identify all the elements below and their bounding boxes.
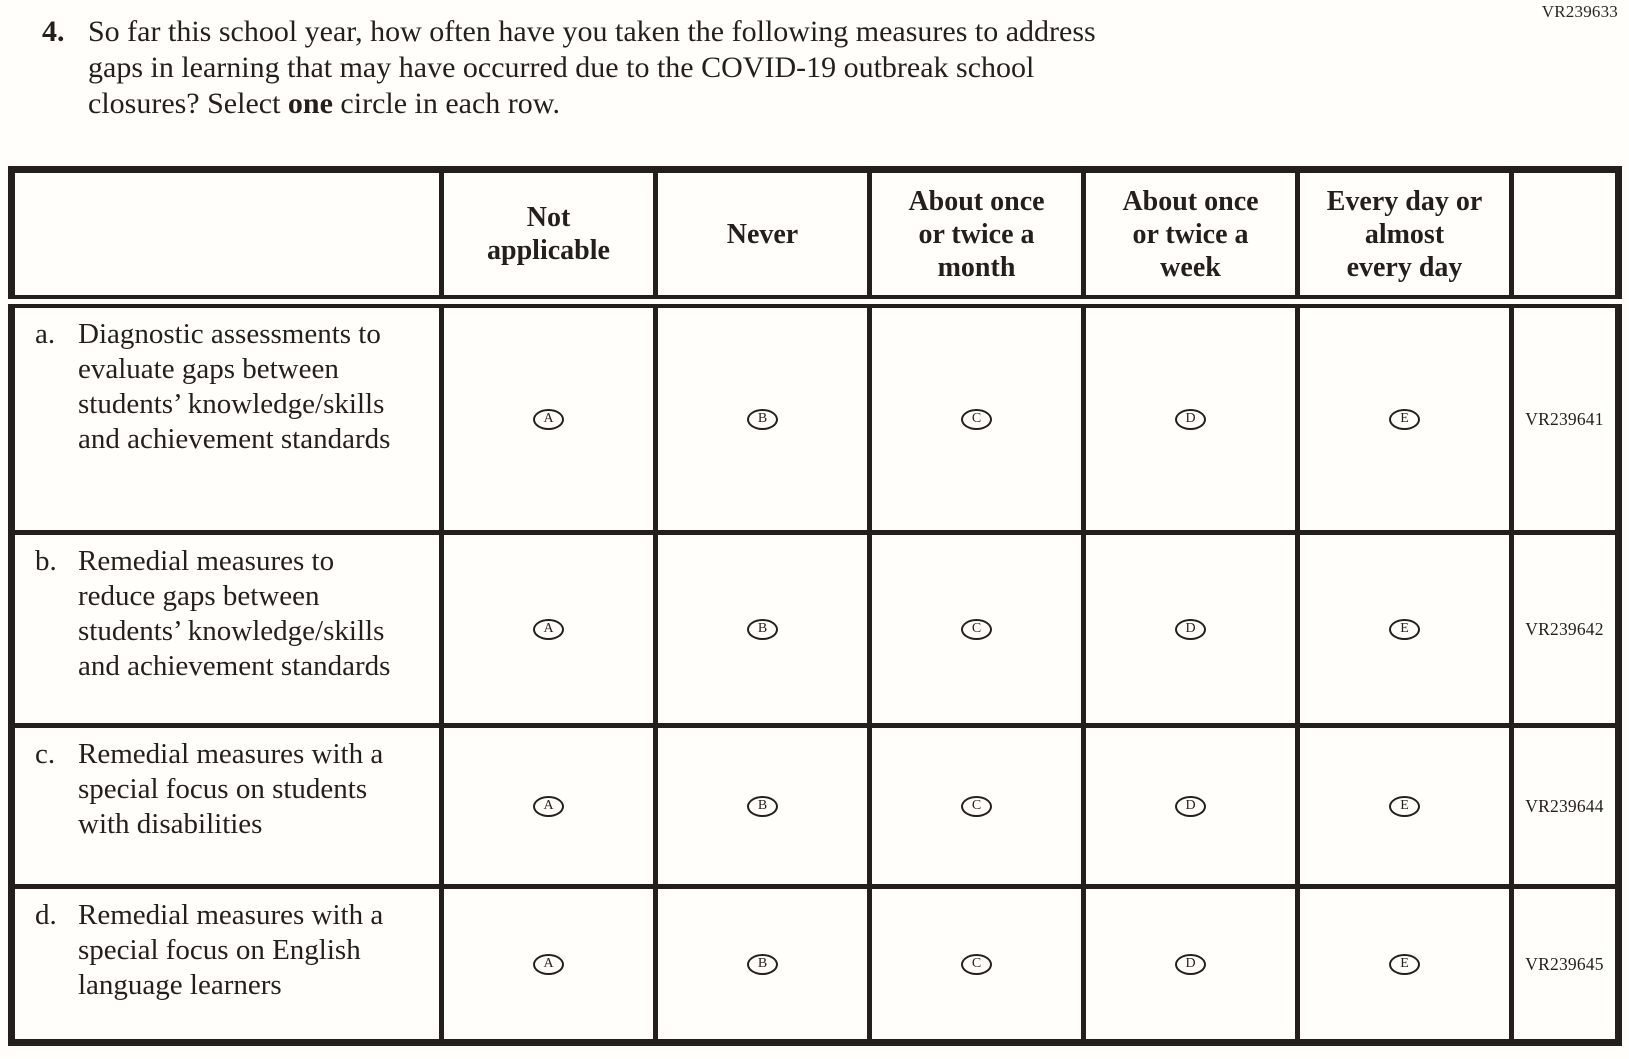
form-code-top: VR239633	[1541, 2, 1618, 21]
row-b-option-A[interactable]: A	[533, 618, 564, 640]
header-once-twice-month: About once or twice a month	[867, 167, 1086, 308]
row-b-text: Remedial measures to reduce gaps between…	[78, 545, 391, 682]
row-c-option-C[interactable]: C	[961, 795, 992, 817]
row-c-text: Remedial measures with a special focus o…	[78, 738, 384, 840]
table-row-d: d. Remedial measures with a special focu…	[9, 884, 1621, 1045]
row-b-option-D[interactable]: D	[1175, 618, 1206, 640]
row-c-code: VR239644	[1509, 723, 1621, 889]
header-never: Never	[653, 167, 872, 308]
question-line-3: closures? Select one circle in each row.	[88, 87, 561, 120]
question-number: 4.	[42, 15, 65, 48]
table-row-b: b. Remedial measures to reduce gaps betw…	[9, 530, 1621, 728]
row-d-option-E[interactable]: E	[1389, 953, 1420, 975]
row-d-option-C[interactable]: C	[961, 953, 992, 975]
table-row-a: a. Diagnostic assessments to evaluate ga…	[9, 299, 1621, 535]
row-d-text: Remedial measures with a special focus o…	[78, 899, 384, 1001]
header-code-column	[1509, 167, 1621, 308]
question-line-1: So far this school year, how often have …	[88, 15, 1096, 48]
row-b-code: VR239642	[1509, 530, 1621, 728]
row-b-label: b. Remedial measures to reduce gaps betw…	[9, 530, 444, 728]
row-a-option-A[interactable]: A	[533, 408, 564, 430]
header-once-twice-week: About once or twice a week	[1081, 167, 1300, 308]
row-c-option-E[interactable]: E	[1389, 795, 1420, 817]
row-b-letter: b.	[35, 545, 57, 577]
row-a-option-E[interactable]: E	[1389, 408, 1420, 430]
row-d-code: VR239645	[1509, 884, 1621, 1045]
row-c-option-A[interactable]: A	[533, 795, 564, 817]
row-a-option-C[interactable]: C	[961, 408, 992, 430]
header-not-applicable: Not applicable	[439, 167, 658, 308]
row-a-option-D[interactable]: D	[1175, 408, 1206, 430]
row-d-option-D[interactable]: D	[1175, 953, 1206, 975]
row-a-text: Diagnostic assessments to evaluate gaps …	[78, 318, 391, 455]
table-row-c: c. Remedial measures with a special focu…	[9, 723, 1621, 889]
row-b-option-E[interactable]: E	[1389, 618, 1420, 640]
header-empty-stub	[9, 167, 444, 308]
question-line-2: gaps in learning that may have occurred …	[88, 51, 1035, 84]
row-c-option-B[interactable]: B	[747, 795, 778, 817]
row-c-option-D[interactable]: D	[1175, 795, 1206, 817]
header-every-day: Every day or almost every day	[1295, 167, 1514, 308]
row-b-option-B[interactable]: B	[747, 618, 778, 640]
row-d-label: d. Remedial measures with a special focu…	[9, 884, 444, 1045]
row-a-letter: a.	[35, 318, 56, 350]
row-a-code: VR239641	[1509, 299, 1621, 535]
question-text: So far this school year, how often have …	[88, 14, 1096, 122]
row-b-option-C[interactable]: C	[961, 618, 992, 640]
question-4-response-table: Not applicable Never About once or twice…	[8, 166, 1622, 1046]
question-4: 4. So far this school year, how often ha…	[42, 14, 1096, 122]
row-a-label: a. Diagnostic assessments to evaluate ga…	[9, 299, 444, 535]
row-d-option-B[interactable]: B	[747, 953, 778, 975]
row-c-label: c. Remedial measures with a special focu…	[9, 723, 444, 889]
table-header-row: Not applicable Never About once or twice…	[9, 167, 1621, 308]
row-d-option-A[interactable]: A	[533, 953, 564, 975]
row-c-letter: c.	[35, 738, 56, 770]
row-a-option-B[interactable]: B	[747, 408, 778, 430]
question-bold-word: one	[287, 87, 333, 120]
row-d-letter: d.	[35, 899, 57, 931]
